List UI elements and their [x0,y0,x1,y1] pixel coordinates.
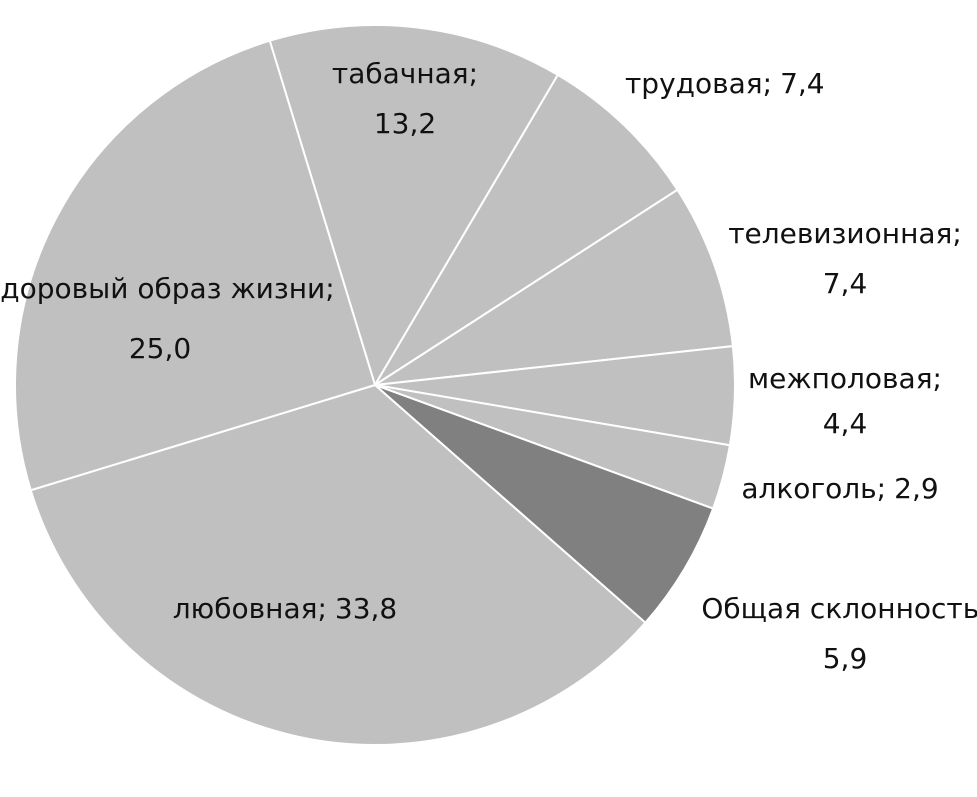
value-label: 7,4 [780,67,825,100]
category-label: Общая склонность; [701,592,977,625]
category-label: телевизионная; [728,217,962,250]
category-label: табачная; [332,57,478,90]
slice-label: любовная; 33,8 [173,592,397,625]
slice-label: трудовая; 7,4 [625,67,825,100]
value-label: 4,4 [823,407,868,440]
pie-slice [374,188,734,386]
pie-slice [14,39,377,492]
category-label: здоровый образ жизни; [0,272,335,305]
value-label: 7,4 [823,267,868,300]
value-label: 33,8 [335,592,397,625]
category-label: любовная; [173,592,327,625]
category-label: межполовая; [748,362,942,395]
value-label: 25,0 [129,332,191,365]
value-label: 2,9 [894,472,939,505]
category-label: алкоголь; [741,472,886,505]
value-label: 13,2 [374,107,436,140]
pie-slice [268,24,560,388]
value-label: 5,9 [823,642,868,675]
pie-slice [374,384,715,625]
slice-label: алкоголь; 2,9 [741,472,938,505]
pie-slice [374,73,679,386]
category-label: трудовая; [625,67,772,100]
pie-slice [29,383,647,746]
